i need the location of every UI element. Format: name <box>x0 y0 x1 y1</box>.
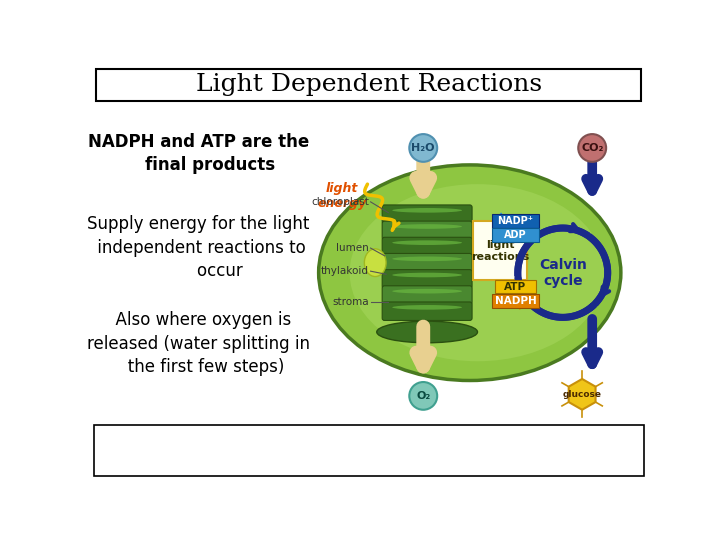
Polygon shape <box>569 379 595 410</box>
Circle shape <box>409 382 437 410</box>
Ellipse shape <box>319 165 621 381</box>
FancyBboxPatch shape <box>495 280 536 294</box>
Text: Supply energy for the light
 independent reactions to
        occur: Supply energy for the light independent … <box>87 215 310 280</box>
FancyBboxPatch shape <box>382 302 472 320</box>
Text: Also where oxygen is
released (water splitting in
   the first few steps): Also where oxygen is released (water spl… <box>87 311 310 376</box>
Ellipse shape <box>350 184 606 361</box>
FancyBboxPatch shape <box>382 286 472 304</box>
Ellipse shape <box>364 249 386 276</box>
Ellipse shape <box>392 305 462 309</box>
Ellipse shape <box>392 273 462 278</box>
Ellipse shape <box>377 321 477 343</box>
Text: ADP: ADP <box>504 230 527 240</box>
Text: H₂O: H₂O <box>412 143 435 153</box>
Text: NADPH: NADPH <box>495 296 536 306</box>
Ellipse shape <box>392 289 462 294</box>
FancyBboxPatch shape <box>382 253 472 272</box>
FancyBboxPatch shape <box>382 221 472 240</box>
Text: chloroplast: chloroplast <box>311 197 369 207</box>
Text: -     Reduced NADP and ATP are produced in the light-dependent reactions: - Reduced NADP and ATP are produced in t… <box>99 443 564 456</box>
FancyBboxPatch shape <box>96 69 641 101</box>
Text: NADP⁺: NADP⁺ <box>498 216 534 226</box>
FancyBboxPatch shape <box>382 269 472 288</box>
Text: stroma: stroma <box>333 297 369 307</box>
Ellipse shape <box>392 240 462 245</box>
Circle shape <box>409 134 437 162</box>
Text: Understanding:: Understanding: <box>99 431 208 444</box>
Text: Light Dependent Reactions: Light Dependent Reactions <box>196 73 542 96</box>
FancyBboxPatch shape <box>492 214 539 228</box>
Text: thylakoid: thylakoid <box>321 266 369 276</box>
FancyBboxPatch shape <box>382 237 472 256</box>
Ellipse shape <box>392 256 462 261</box>
Text: ATP: ATP <box>505 281 526 292</box>
FancyBboxPatch shape <box>94 425 644 476</box>
FancyBboxPatch shape <box>382 205 472 224</box>
Text: Calvin
cycle: Calvin cycle <box>539 258 587 288</box>
Circle shape <box>578 134 606 162</box>
Text: light
energy: light energy <box>318 181 366 210</box>
Text: CO₂: CO₂ <box>581 143 603 153</box>
Text: O₂: O₂ <box>416 391 431 401</box>
FancyBboxPatch shape <box>492 228 539 242</box>
Text: NADPH and ATP are the
    final products: NADPH and ATP are the final products <box>88 132 309 174</box>
FancyBboxPatch shape <box>473 221 527 280</box>
Ellipse shape <box>392 224 462 229</box>
Text: light
reactions: light reactions <box>471 240 529 262</box>
Text: glucose: glucose <box>562 390 602 399</box>
Ellipse shape <box>392 208 462 213</box>
Text: lumen: lumen <box>336 243 369 253</box>
FancyBboxPatch shape <box>492 294 539 308</box>
